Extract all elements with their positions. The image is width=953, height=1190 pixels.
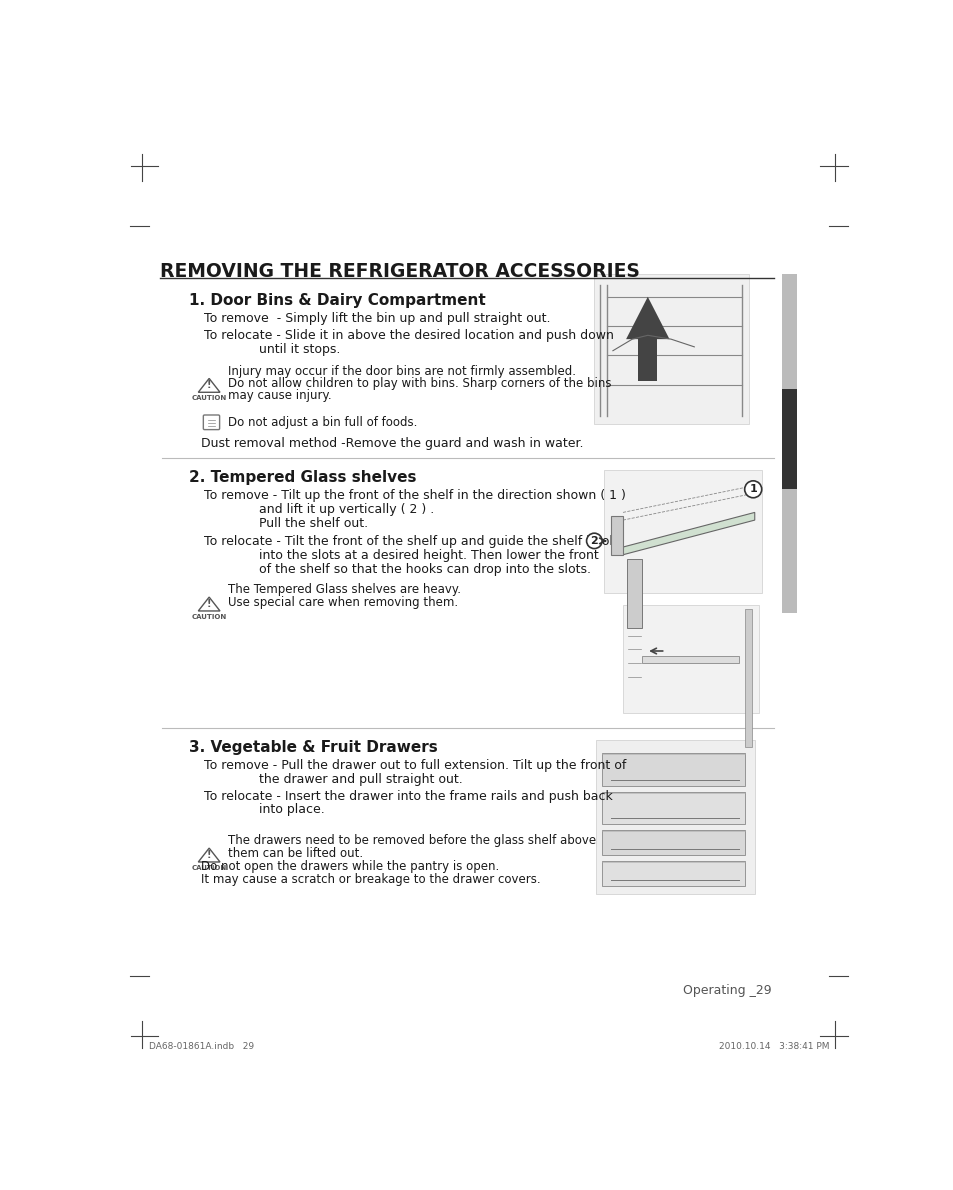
Bar	[601, 791, 744, 825]
Bar	[601, 831, 744, 856]
Text: To relocate - Insert the drawer into the frame rails and push back: To relocate - Insert the drawer into the…	[204, 790, 613, 802]
Bar	[596, 739, 754, 894]
Text: the drawer and pull straight out.: the drawer and pull straight out.	[258, 772, 462, 785]
Polygon shape	[625, 296, 669, 339]
Bar	[781, 274, 797, 613]
Text: Dust removal method -Remove the guard and wash in water.: Dust removal method -Remove the guard an…	[200, 437, 582, 450]
Text: Use special care when removing them.: Use special care when removing them.	[228, 595, 457, 608]
Circle shape	[586, 533, 601, 549]
Polygon shape	[611, 516, 622, 555]
Bar	[603, 470, 761, 594]
Bar	[601, 862, 744, 885]
Text: !: !	[207, 381, 212, 390]
Text: Pull the shelf out.: Pull the shelf out.	[258, 516, 368, 530]
Bar	[593, 274, 748, 424]
Text: !: !	[207, 599, 212, 609]
Bar	[781, 389, 797, 489]
Text: of the shelf so that the hooks can drop into the slots.: of the shelf so that the hooks can drop …	[258, 563, 590, 576]
Text: To relocate - Slide it in above the desired location and push down: To relocate - Slide it in above the desi…	[204, 330, 614, 343]
Bar	[744, 608, 751, 747]
Bar	[641, 657, 739, 663]
Text: may cause injury.: may cause injury.	[228, 389, 331, 402]
Bar	[601, 753, 744, 785]
Text: 1: 1	[748, 484, 757, 494]
Text: To relocate - Tilt the front of the shelf up and guide the shelf hooks: To relocate - Tilt the front of the shel…	[204, 536, 623, 549]
Text: Do not open the drawers while the pantry is open.: Do not open the drawers while the pantry…	[200, 860, 498, 873]
Text: into the slots at a desired height. Then lower the front: into the slots at a desired height. Then…	[258, 550, 598, 563]
Text: Do not adjust a bin full of foods.: Do not adjust a bin full of foods.	[228, 416, 416, 430]
Text: 2010.10.14   3:38:41 PM: 2010.10.14 3:38:41 PM	[718, 1042, 828, 1051]
Text: 2. Tempered Glass shelves: 2. Tempered Glass shelves	[189, 470, 416, 486]
Bar	[638, 339, 657, 382]
Text: CAUTION: CAUTION	[192, 395, 227, 401]
Text: !: !	[207, 850, 212, 860]
Text: 02 OPERATING: 02 OPERATING	[783, 395, 794, 475]
Text: DA68-01861A.indb   29: DA68-01861A.indb 29	[149, 1042, 253, 1051]
Text: To remove  - Simply lift the bin up and pull straight out.: To remove - Simply lift the bin up and p…	[204, 312, 551, 325]
Text: 2: 2	[590, 536, 598, 546]
Text: into place.: into place.	[258, 803, 324, 816]
Text: The drawers need to be removed before the glass shelf above: The drawers need to be removed before th…	[228, 834, 596, 847]
Text: and lift it up vertically ( 2 ) .: and lift it up vertically ( 2 ) .	[258, 503, 434, 516]
Text: To remove - Tilt up the front of the shelf in the direction shown ( 1 ): To remove - Tilt up the front of the she…	[204, 489, 626, 502]
Text: them can be lifted out.: them can be lifted out.	[228, 846, 362, 859]
Bar	[622, 605, 758, 713]
Text: REMOVING THE REFRIGERATOR ACCESSORIES: REMOVING THE REFRIGERATOR ACCESSORIES	[159, 262, 639, 281]
Bar	[626, 558, 641, 628]
Text: until it stops.: until it stops.	[258, 343, 340, 356]
Text: Do not allow children to play with bins. Sharp corners of the bins: Do not allow children to play with bins.…	[228, 377, 611, 390]
Text: 3. Vegetable & Fruit Drawers: 3. Vegetable & Fruit Drawers	[189, 739, 437, 754]
Text: The Tempered Glass shelves are heavy.: The Tempered Glass shelves are heavy.	[228, 583, 460, 596]
Circle shape	[744, 481, 760, 497]
Text: 1. Door Bins & Dairy Compartment: 1. Door Bins & Dairy Compartment	[189, 293, 485, 308]
Text: Injury may occur if the door bins are not firmly assembled.: Injury may occur if the door bins are no…	[228, 364, 576, 377]
Text: To remove - Pull the drawer out to full extension. Tilt up the front of: To remove - Pull the drawer out to full …	[204, 759, 626, 772]
Text: Operating _29: Operating _29	[682, 984, 771, 997]
Text: CAUTION: CAUTION	[192, 614, 227, 620]
Text: It may cause a scratch or breakage to the drawer covers.: It may cause a scratch or breakage to th…	[200, 872, 539, 885]
Text: CAUTION: CAUTION	[192, 865, 227, 871]
Polygon shape	[622, 513, 754, 555]
